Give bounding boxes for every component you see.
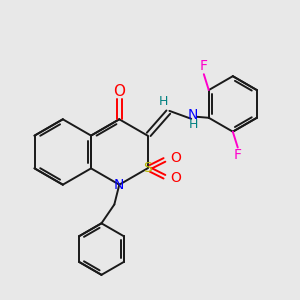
- Text: O: O: [113, 84, 125, 99]
- Text: S: S: [143, 161, 152, 175]
- Text: O: O: [170, 171, 181, 185]
- Text: H: H: [159, 95, 168, 108]
- Text: F: F: [200, 59, 208, 73]
- Text: F: F: [234, 148, 242, 162]
- Text: N: N: [188, 108, 198, 122]
- Text: O: O: [170, 152, 181, 165]
- Text: N: N: [114, 178, 124, 192]
- Text: H: H: [188, 118, 198, 131]
